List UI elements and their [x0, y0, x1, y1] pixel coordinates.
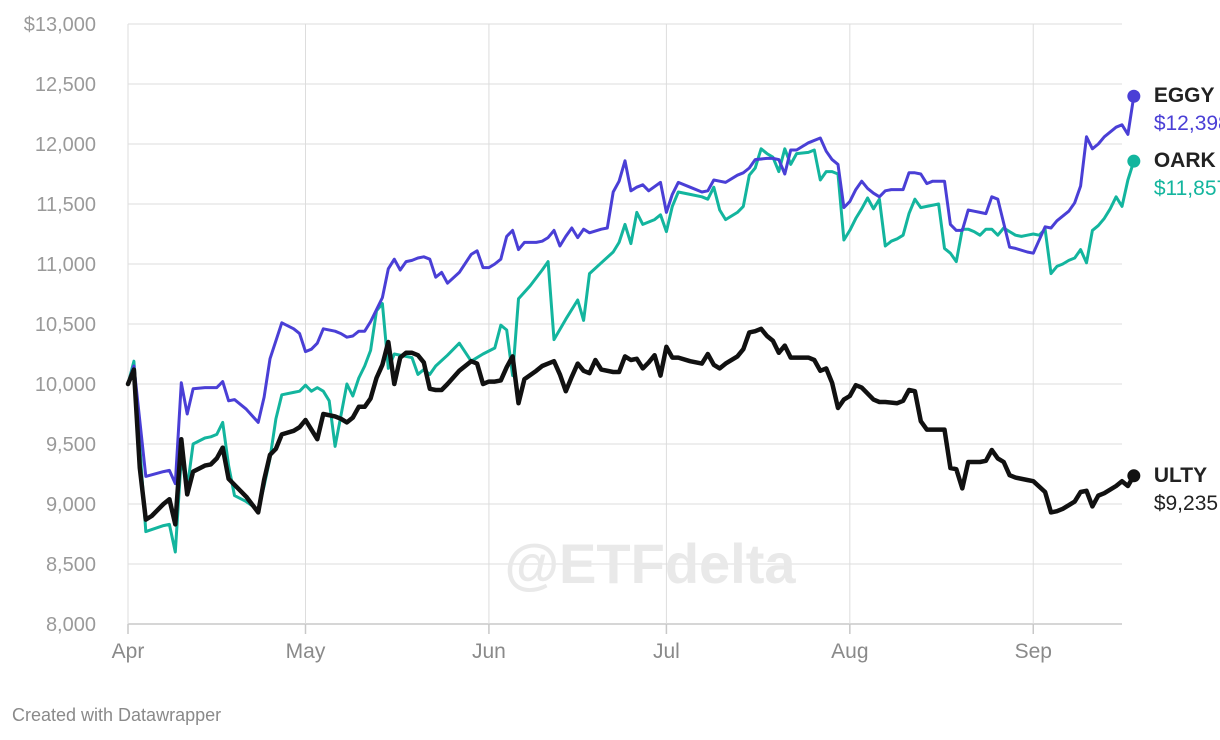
x-tick-label: Jul	[653, 640, 680, 663]
footer-credit: Created with Datawrapper	[12, 705, 222, 725]
y-tick-label: 9,000	[46, 494, 96, 516]
series-end-dot-oark	[1127, 154, 1141, 168]
series-label-name: EGGY	[1154, 84, 1215, 107]
series-lines	[125, 89, 1141, 554]
y-tick-label: 9,500	[46, 434, 96, 456]
y-tick-label: 11,500	[36, 194, 96, 216]
grid	[127, 23, 1122, 625]
watermark: @ETFdelta	[504, 532, 796, 595]
series-labels: OARK $11,857 EGGY $12,398 ULTY $9,235	[1154, 84, 1220, 515]
y-axis-ticks: $13,000 12,500 12,000 11,500 11,000 10,500 10,…	[24, 14, 96, 636]
x-tick-label: Sep	[1015, 640, 1052, 663]
y-tick-label: 12,500	[35, 74, 96, 96]
x-tick-label: May	[286, 640, 326, 663]
y-tick-label: 10,000	[35, 374, 96, 396]
x-tick-label: Jun	[472, 640, 506, 663]
y-tick-label: 12,000	[35, 134, 96, 156]
series-end-dot-ulty	[1127, 469, 1141, 483]
x-axis-ticks: Apr May Jun Jul Aug Sep	[112, 624, 1052, 663]
y-tick-label: 11,000	[36, 254, 96, 276]
series-line-eggy	[126, 94, 1136, 486]
series-label-name: OARK	[1154, 149, 1216, 172]
x-tick-label: Apr	[112, 640, 145, 663]
x-tick-label: Aug	[831, 640, 868, 663]
y-tick-label: $13,000	[24, 14, 96, 36]
series-end-dot-eggy	[1127, 89, 1141, 103]
y-tick-label: 10,500	[35, 314, 96, 336]
series-label-name: ULTY	[1154, 464, 1207, 487]
y-tick-label: 8,000	[46, 614, 96, 636]
series-label-value: $9,235	[1154, 492, 1218, 515]
series-label-value: $11,857	[1154, 177, 1220, 200]
series-label-value: $12,398	[1154, 112, 1220, 135]
series-line-oark	[126, 147, 1136, 554]
y-tick-label: 8,500	[46, 554, 96, 576]
series-line-ulty	[125, 326, 1137, 527]
